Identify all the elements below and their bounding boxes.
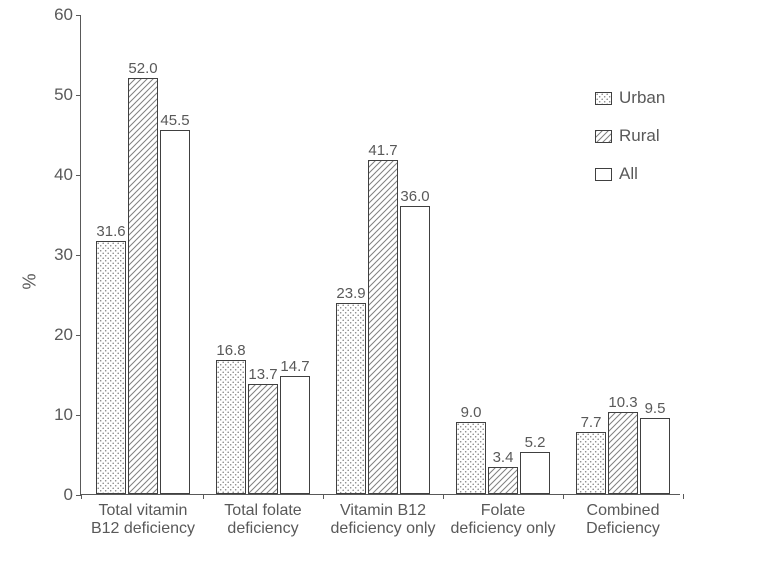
bar-rural: 13.7 xyxy=(248,384,278,494)
y-tick-label: 20 xyxy=(54,325,73,345)
deficiency-bar-chart: % 31.652.045.5Total vitaminB12 deficienc… xyxy=(0,0,777,563)
bar-urban: 23.9 xyxy=(336,303,366,494)
bar-value-label: 14.7 xyxy=(280,358,309,375)
bar-all: 36.0 xyxy=(400,206,430,494)
y-tick xyxy=(76,335,81,336)
category-label: CombinedDeficiency xyxy=(559,502,687,539)
bar-value-label: 41.7 xyxy=(368,142,397,159)
bar-groups: 31.652.045.5Total vitaminB12 deficiency1… xyxy=(81,15,680,494)
y-axis-label-text: % xyxy=(19,273,40,289)
x-tick xyxy=(443,494,444,499)
y-tick-label: 0 xyxy=(64,485,73,505)
y-axis-label: % xyxy=(20,0,40,563)
legend-swatch-all xyxy=(595,168,612,181)
x-tick xyxy=(81,494,82,499)
y-tick-label: 10 xyxy=(54,405,73,425)
legend-item-urban: Urban xyxy=(595,88,665,108)
legend-label: All xyxy=(619,164,638,184)
category-group: 9.03.45.2Folatedeficiency only xyxy=(449,14,557,494)
category-label: Total vitaminB12 deficiency xyxy=(79,502,207,539)
y-tick-label: 50 xyxy=(54,85,73,105)
plot-area: 31.652.045.5Total vitaminB12 deficiency1… xyxy=(80,15,680,495)
bar-value-label: 7.7 xyxy=(581,414,602,431)
bar-value-label: 45.5 xyxy=(160,112,189,129)
bar-value-label: 52.0 xyxy=(128,60,157,77)
y-tick xyxy=(76,15,81,16)
bar-rural: 52.0 xyxy=(128,78,158,494)
bar-value-label: 31.6 xyxy=(96,223,125,240)
category-label: Total folatedeficiency xyxy=(199,502,327,539)
x-tick xyxy=(563,494,564,499)
y-tick xyxy=(76,175,81,176)
category-group: 7.710.39.5CombinedDeficiency xyxy=(569,14,677,494)
category-group: 31.652.045.5Total vitaminB12 deficiency xyxy=(89,14,197,494)
bar-urban: 9.0 xyxy=(456,422,486,494)
category-group: 16.813.714.7Total folatedeficiency xyxy=(209,14,317,494)
category-label: Vitamin B12deficiency only xyxy=(319,502,447,539)
y-tick xyxy=(76,255,81,256)
legend-item-all: All xyxy=(595,164,665,184)
bar-all: 45.5 xyxy=(160,130,190,494)
bar-all: 14.7 xyxy=(280,376,310,494)
bar-value-label: 10.3 xyxy=(608,394,637,411)
x-tick xyxy=(323,494,324,499)
legend: Urban Rural All xyxy=(595,88,665,202)
bar-value-label: 13.7 xyxy=(248,366,277,383)
bar-value-label: 5.2 xyxy=(525,434,546,451)
bar-urban: 7.7 xyxy=(576,432,606,494)
bar-rural: 10.3 xyxy=(608,412,638,494)
legend-item-rural: Rural xyxy=(595,126,665,146)
legend-swatch-urban xyxy=(595,92,612,105)
y-tick xyxy=(76,415,81,416)
bar-all: 9.5 xyxy=(640,418,670,494)
bar-all: 5.2 xyxy=(520,452,550,494)
category-group: 23.941.736.0Vitamin B12deficiency only xyxy=(329,14,437,494)
y-tick-label: 40 xyxy=(54,165,73,185)
bar-value-label: 9.5 xyxy=(645,400,666,417)
bar-value-label: 9.0 xyxy=(461,404,482,421)
bar-value-label: 36.0 xyxy=(400,188,429,205)
y-tick-label: 60 xyxy=(54,5,73,25)
legend-swatch-rural xyxy=(595,130,612,143)
y-tick-label: 30 xyxy=(54,245,73,265)
bar-urban: 16.8 xyxy=(216,360,246,494)
x-tick xyxy=(683,494,684,499)
bar-urban: 31.6 xyxy=(96,241,126,494)
category-label: Folatedeficiency only xyxy=(439,502,567,539)
x-tick xyxy=(203,494,204,499)
legend-label: Rural xyxy=(619,126,660,146)
y-tick xyxy=(76,95,81,96)
bar-rural: 3.4 xyxy=(488,467,518,494)
bar-value-label: 16.8 xyxy=(216,342,245,359)
legend-label: Urban xyxy=(619,88,665,108)
bar-value-label: 3.4 xyxy=(493,449,514,466)
bar-rural: 41.7 xyxy=(368,160,398,494)
bar-value-label: 23.9 xyxy=(336,285,365,302)
